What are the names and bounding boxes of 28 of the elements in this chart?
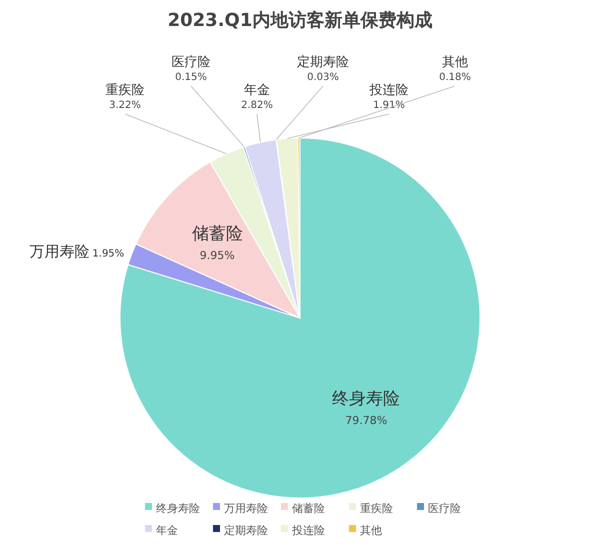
slice-label: 医疗险 [172,55,210,70]
slice-label: 终身寿险 [332,388,400,409]
legend-label: 年金 [156,524,178,537]
legend-label: 储蓄险 [292,502,325,515]
slice-label: 万用寿险 [29,242,90,260]
data-label: 1.95% [92,248,124,260]
legend-label: 终身寿险 [156,502,200,515]
slice-label: 年金 [244,83,270,98]
data-label: 1.91% [373,100,405,111]
slice-label: 投连险 [368,83,408,98]
legend-label: 投连险 [291,524,325,537]
slice-label: 定期寿险 [297,55,349,70]
slice-label: 储蓄险 [192,224,243,244]
data-label: 0.03% [307,72,339,83]
legend-label: 其他 [360,524,382,537]
legend-label: 重疾险 [360,502,393,515]
data-label: 0.15% [175,72,207,83]
slice-label: 其他 [442,55,468,70]
data-label: 0.18% [439,72,471,83]
chart-title: 2023.Q1内地访客新单保费构成 [168,10,432,31]
data-label: 2.82% [241,100,273,111]
slice-label: 重疾险 [106,83,144,98]
data-label: 3.22% [109,100,141,111]
legend-label: 定期寿险 [224,524,268,537]
legend-label: 医疗险 [428,502,461,515]
data-label: 79.78% [345,414,388,427]
legend-label: 万用寿险 [224,502,268,515]
data-label: 9.95% [200,249,235,262]
